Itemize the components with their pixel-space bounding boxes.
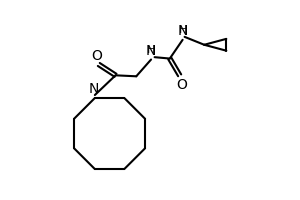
Text: N: N bbox=[177, 24, 188, 38]
Text: H: H bbox=[178, 25, 187, 35]
Text: H: H bbox=[147, 45, 155, 55]
Text: N: N bbox=[89, 82, 99, 96]
Text: O: O bbox=[91, 49, 102, 63]
Text: O: O bbox=[176, 78, 187, 92]
Text: N: N bbox=[146, 44, 156, 58]
